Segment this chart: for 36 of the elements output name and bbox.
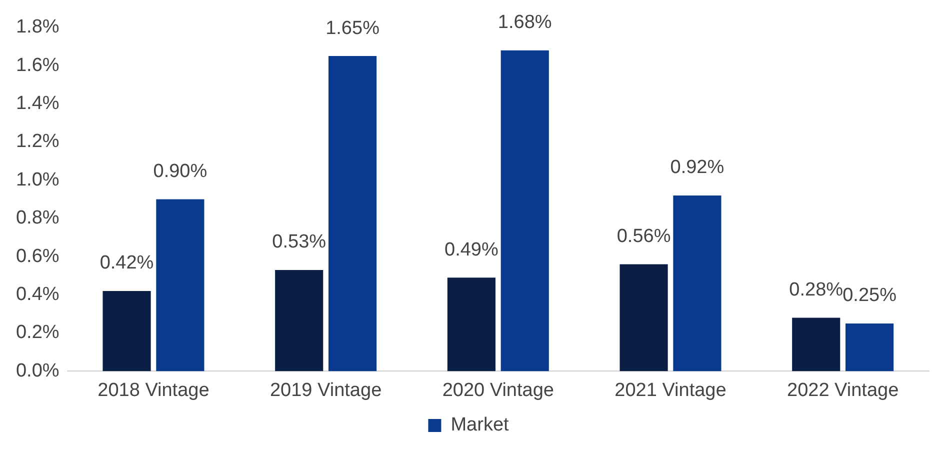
y-tick-label: 1.8% xyxy=(16,16,60,38)
x-tick-label: 2020 Vintage xyxy=(442,380,554,401)
bar xyxy=(673,195,722,372)
bar xyxy=(620,264,668,372)
y-tick-label: 1.4% xyxy=(16,93,60,114)
data-label: 0.25% xyxy=(842,285,897,306)
data-label: 0.49% xyxy=(444,239,498,260)
data-label: 1.68% xyxy=(498,12,552,34)
data-label: 0.56% xyxy=(616,226,671,247)
bar xyxy=(156,199,204,372)
bar xyxy=(792,318,840,372)
y-tick-label: 1.2% xyxy=(16,131,60,152)
x-tick-label: 2021 Vintage xyxy=(614,380,726,401)
bar xyxy=(846,323,894,372)
y-tick-label: 0.8% xyxy=(16,208,60,229)
legend-label: Market xyxy=(450,414,510,436)
data-label: 1.65% xyxy=(326,18,380,39)
y-tick-label: 1.6% xyxy=(16,54,60,76)
x-tick-label: 2018 Vintage xyxy=(98,380,210,401)
x-tick-label: 2019 Vintage xyxy=(270,380,382,401)
bar xyxy=(275,270,324,372)
data-label: 0.90% xyxy=(153,161,208,182)
y-tick-label: 0.6% xyxy=(16,246,60,267)
data-label: 0.53% xyxy=(272,232,326,253)
y-tick-label: 0.2% xyxy=(16,322,60,344)
y-tick-label: 0.4% xyxy=(16,284,60,306)
bar xyxy=(102,290,151,372)
bar xyxy=(500,50,549,372)
x-tick-label: 2022 Vintage xyxy=(787,380,899,401)
bar xyxy=(328,56,377,372)
data-label: 0.28% xyxy=(789,279,844,300)
data-label: 0.92% xyxy=(670,157,724,178)
y-tick-label: 0.0% xyxy=(16,360,60,382)
bar xyxy=(447,278,496,372)
data-label: 0.42% xyxy=(100,252,154,274)
y-tick-label: 1.0% xyxy=(16,169,60,190)
